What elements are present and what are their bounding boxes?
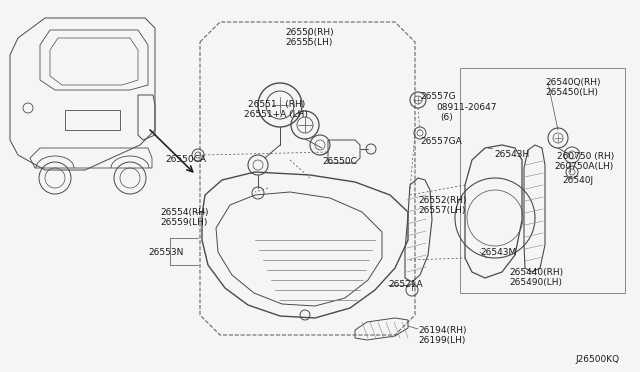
- Text: 26199(LH): 26199(LH): [418, 336, 465, 345]
- Text: 26552(RH): 26552(RH): [418, 196, 467, 205]
- Text: (6): (6): [440, 113, 452, 122]
- Text: 26554(RH): 26554(RH): [160, 208, 209, 217]
- Bar: [460, 68, 625, 293]
- Text: 26557(LH): 26557(LH): [418, 206, 465, 215]
- Text: 26540J: 26540J: [562, 176, 593, 185]
- Text: 26553N: 26553N: [148, 248, 184, 257]
- Text: 265440(RH): 265440(RH): [509, 268, 563, 277]
- Text: 26551   (RH): 26551 (RH): [248, 100, 305, 109]
- Text: 265450(LH): 265450(LH): [545, 88, 598, 97]
- Text: 08911-20647: 08911-20647: [436, 103, 497, 112]
- Text: 26543M: 26543M: [480, 248, 516, 257]
- Text: 26555(LH): 26555(LH): [285, 38, 332, 47]
- Text: 26521A: 26521A: [388, 280, 422, 289]
- Text: 26557GA: 26557GA: [420, 137, 461, 146]
- Text: 26551+A (LH): 26551+A (LH): [244, 110, 308, 119]
- Text: 260750 (RH): 260750 (RH): [557, 152, 614, 161]
- Text: J26500KQ: J26500KQ: [575, 355, 619, 364]
- Text: 260750A(LH): 260750A(LH): [554, 162, 613, 171]
- Text: 26557G: 26557G: [420, 92, 456, 101]
- Text: 26550C: 26550C: [322, 157, 357, 166]
- Text: 26550CA: 26550CA: [165, 155, 206, 164]
- Text: 26550(RH): 26550(RH): [285, 28, 333, 37]
- Text: 26543H: 26543H: [494, 150, 529, 159]
- Text: 26194(RH): 26194(RH): [418, 326, 467, 335]
- Text: 26540Q(RH): 26540Q(RH): [545, 78, 600, 87]
- Text: 265490(LH): 265490(LH): [509, 278, 562, 287]
- Text: 26559(LH): 26559(LH): [160, 218, 207, 227]
